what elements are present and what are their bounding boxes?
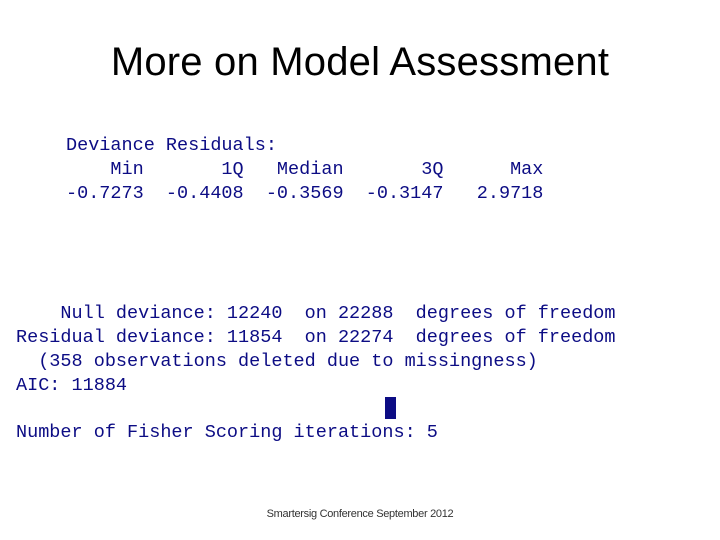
text-cursor [385, 397, 396, 419]
r-console-output: Deviance Residuals: Min 1Q Median 3Q Max… [0, 0, 616, 443]
fisher-iterations-line: Number of Fisher Scoring iterations: 5 [16, 422, 438, 443]
missingness-line: (358 observations deleted due to missing… [16, 351, 538, 372]
slide-title: More on Model Assessment [110, 40, 610, 84]
deviance-residuals-header: Deviance Residuals: [66, 135, 277, 156]
slide-footer: Smartersig Conference September 2012 [266, 508, 454, 520]
residual-quantile-labels: Min 1Q Median 3Q Max [66, 159, 544, 180]
residual-quantile-values: -0.7273 -0.4408 -0.3569 -0.3147 2.9718 [66, 183, 544, 204]
null-deviance-line: Null deviance: 12240 on 22288 degrees of… [16, 303, 616, 324]
residual-deviance-line: Residual deviance: 11854 on 22274 degree… [16, 327, 616, 348]
aic-line: AIC: 11884 [16, 375, 128, 396]
